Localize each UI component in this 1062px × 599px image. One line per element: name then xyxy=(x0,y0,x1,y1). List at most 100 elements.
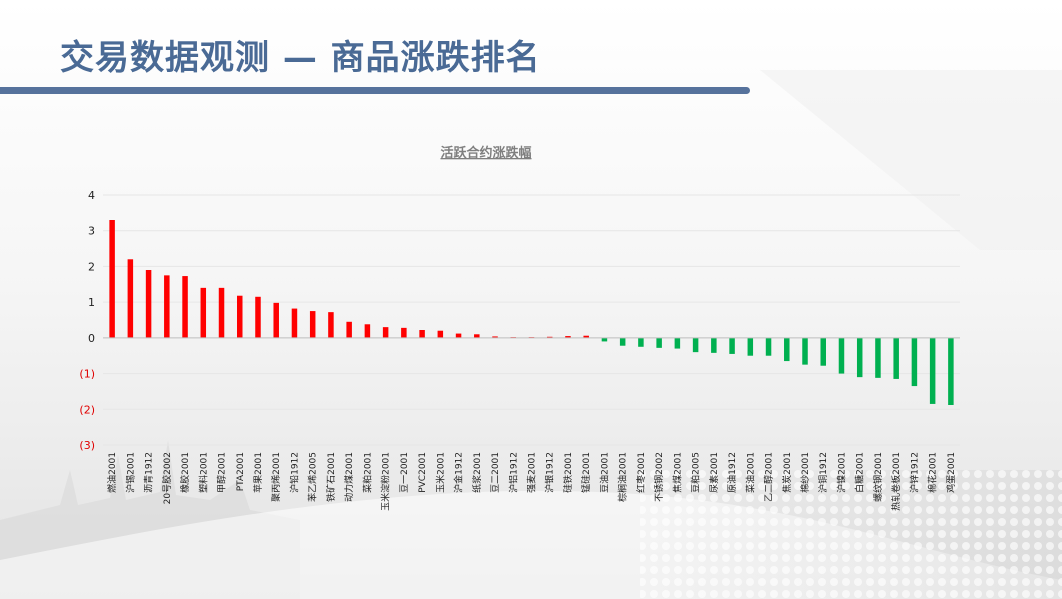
bar xyxy=(948,337,954,405)
bar xyxy=(255,296,261,338)
x-category-label: 动力煤2001 xyxy=(343,452,355,502)
x-category-label: 纸浆2001 xyxy=(471,452,483,493)
x-category-label: 锰硅2001 xyxy=(580,452,592,493)
bar xyxy=(601,337,608,342)
bar xyxy=(364,324,371,338)
bar xyxy=(182,276,188,338)
y-tick-label: 1 xyxy=(88,296,95,309)
bar xyxy=(638,337,644,347)
x-category-label: 焦炭2001 xyxy=(781,452,793,493)
bar xyxy=(765,337,772,356)
y-tick-label: (3) xyxy=(79,439,95,452)
bar xyxy=(875,337,881,378)
x-category-label: 沪铅1912 xyxy=(288,452,300,493)
x-category-label: 甲醇2001 xyxy=(216,452,228,493)
x-category-label: 沪铜1912 xyxy=(817,452,829,493)
bar xyxy=(565,336,571,338)
x-category-label: 燃油2001 xyxy=(106,452,118,493)
x-category-label: 豆一2001 xyxy=(399,452,410,493)
x-category-label: PTA2001 xyxy=(236,452,246,491)
x-category-label: 玉米2001 xyxy=(434,452,446,493)
bar xyxy=(437,330,444,338)
bar xyxy=(164,275,170,338)
x-category-label: 原油1912 xyxy=(726,452,738,493)
x-category-label: 沪银1912 xyxy=(544,452,556,493)
bar xyxy=(273,302,279,338)
x-category-label: 沪镍2001 xyxy=(835,452,847,493)
x-category-label: 苹果2001 xyxy=(252,452,264,493)
bar xyxy=(747,337,754,356)
y-tick-label: (2) xyxy=(79,403,95,416)
bar xyxy=(838,337,845,374)
bar xyxy=(109,220,115,338)
grid-lines xyxy=(103,194,960,446)
page-title: 交易数据观测 — 商品涨跌排名 xyxy=(60,38,541,78)
x-category-label: 尿素2001 xyxy=(708,452,720,493)
bar xyxy=(729,337,735,354)
bar xyxy=(237,295,243,338)
x-category-label: 强麦2001 xyxy=(526,452,538,493)
x-category-label: 菜粕2001 xyxy=(361,452,373,493)
bar xyxy=(346,321,352,338)
bar xyxy=(619,337,626,346)
x-category-label: 聚丙烯2001 xyxy=(270,452,282,502)
bar xyxy=(893,337,899,379)
bar xyxy=(200,287,207,338)
x-category-label: 铁矿石2001 xyxy=(325,452,337,502)
bar xyxy=(291,308,298,338)
x-category-label: 棉花2001 xyxy=(927,452,939,493)
bar xyxy=(474,334,480,338)
x-category-label: 鸡蛋2001 xyxy=(945,452,957,493)
y-tick-label: 4 xyxy=(88,189,95,202)
y-axis-ticks: 4 3 2 1 0 (1) (2) (3) xyxy=(79,189,95,452)
x-category-label: 菜油2001 xyxy=(744,452,756,493)
x-category-label: 不锈钢2002 xyxy=(653,452,665,502)
bars xyxy=(109,220,954,405)
x-category-label: 红枣2001 xyxy=(635,452,647,493)
x-category-label: 沪铝1912 xyxy=(507,452,519,493)
bar xyxy=(127,259,134,338)
bar xyxy=(692,337,699,353)
x-category-label: 塑料2001 xyxy=(197,452,209,493)
bar xyxy=(784,337,790,362)
bar xyxy=(583,335,589,338)
x-category-label: 焦煤2001 xyxy=(671,452,683,493)
y-tick-label: 0 xyxy=(88,332,95,345)
x-axis-labels: 燃油2001 沪锡2001 沥青1912 20号胶2002 橡胶2001 塑料2001 甲醇… xyxy=(106,452,957,511)
x-category-label: 沪金1912 xyxy=(453,452,465,493)
bar xyxy=(309,311,316,338)
x-category-label: 热轧卷板2001 xyxy=(890,452,902,511)
x-category-label: 硅铁2001 xyxy=(562,452,574,493)
bar xyxy=(711,337,717,353)
bar xyxy=(145,270,152,338)
title-underline xyxy=(0,87,750,94)
chart-title: 活跃合约涨跌幅 xyxy=(440,145,531,161)
bar xyxy=(802,337,808,365)
x-category-label: 棕榈油2001 xyxy=(617,452,629,502)
bar xyxy=(820,337,826,366)
y-tick-label: 3 xyxy=(88,225,95,238)
bar xyxy=(856,337,863,378)
x-category-label: 橡胶2001 xyxy=(179,452,191,493)
x-category-label: 沥青1912 xyxy=(143,452,155,493)
y-tick-label: 2 xyxy=(88,260,95,273)
x-category-label: 沪锡2001 xyxy=(124,452,136,493)
x-category-label: 白糖2001 xyxy=(854,452,866,493)
x-category-label: 苯乙烯2005 xyxy=(307,452,319,502)
bar xyxy=(674,337,681,349)
x-category-label: 豆油2001 xyxy=(598,452,610,493)
bar xyxy=(419,330,425,338)
x-category-label: 玉米淀粉2001 xyxy=(380,452,392,511)
x-category-label: 乙二醇2001 xyxy=(763,452,775,502)
x-category-label: 豆二2001 xyxy=(490,452,501,493)
bar xyxy=(546,336,553,338)
bar xyxy=(929,337,936,404)
x-category-label: 棉纱2001 xyxy=(799,452,811,493)
bar xyxy=(401,327,407,338)
x-category-label: PVC2001 xyxy=(418,452,428,493)
bar xyxy=(382,327,389,338)
x-category-label: 螺纹钢2001 xyxy=(872,452,884,502)
y-tick-label: (1) xyxy=(79,368,95,381)
bar xyxy=(492,336,498,338)
